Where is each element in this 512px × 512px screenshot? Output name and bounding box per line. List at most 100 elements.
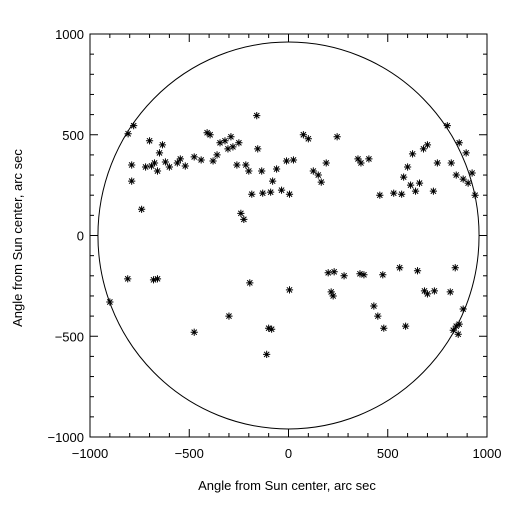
data-point (130, 122, 138, 130)
data-point (254, 145, 262, 153)
data-point (242, 161, 250, 169)
data-point (354, 155, 362, 163)
data-point (327, 288, 335, 296)
data-point (285, 286, 294, 294)
data-point (161, 158, 170, 166)
data-point (141, 163, 150, 171)
x-axis-label: Angle from Sun center, arc sec (198, 478, 376, 493)
data-point (268, 325, 276, 333)
data-point (447, 159, 455, 167)
data-point (430, 287, 438, 295)
data-point (176, 155, 184, 163)
data-point (237, 209, 245, 217)
sun-disk-outline (97, 41, 480, 430)
data-point (324, 269, 332, 277)
data-point (304, 135, 312, 143)
data-point (402, 322, 410, 330)
data-point (357, 159, 365, 167)
data-point (285, 190, 294, 198)
data-point (333, 133, 341, 141)
x-tick-label: 1000 (473, 446, 502, 461)
data-point (376, 191, 384, 199)
data-point (229, 143, 237, 151)
x-axis: −1000 −500 0 500 1000 (72, 34, 502, 461)
data-point (277, 186, 286, 194)
data-point (138, 205, 146, 213)
data-point (216, 139, 224, 147)
data-point (258, 167, 266, 175)
data-point (374, 312, 382, 320)
data-point (446, 288, 454, 296)
data-point (124, 275, 132, 283)
data-point (150, 159, 159, 167)
data-point (429, 187, 438, 195)
data-point (259, 189, 267, 197)
data-point (451, 264, 459, 272)
data-point (390, 189, 398, 197)
data-point (155, 149, 164, 157)
data-point (106, 298, 114, 306)
data-point (360, 271, 368, 279)
data-point (420, 287, 429, 295)
y-tick-label: 0 (77, 229, 84, 244)
data-point (190, 153, 198, 161)
data-point (209, 157, 217, 165)
data-point (203, 129, 211, 137)
data-point (396, 264, 404, 272)
x-tick-label: −500 (175, 446, 204, 461)
data-points (106, 112, 479, 358)
data-point (449, 326, 457, 334)
data-point (365, 155, 373, 163)
data-point (248, 190, 256, 198)
data-point (370, 302, 378, 310)
sun-limb-circle (97, 41, 480, 430)
data-point (263, 350, 271, 358)
data-point (224, 145, 232, 153)
data-point (165, 163, 173, 171)
data-point (462, 149, 470, 157)
data-point (289, 156, 298, 164)
x-tick-label: −1000 (72, 446, 109, 461)
data-point (181, 162, 189, 170)
data-point (415, 179, 424, 187)
data-point (443, 122, 451, 130)
y-tick-label: −1000 (47, 430, 84, 445)
data-point (317, 178, 325, 186)
data-point (253, 112, 261, 120)
y-tick-label: 1000 (55, 27, 84, 42)
data-point (233, 161, 241, 169)
data-point (145, 137, 154, 145)
data-point (411, 187, 420, 195)
data-point (356, 270, 364, 278)
data-point (314, 171, 322, 179)
data-point (452, 322, 460, 330)
data-point (227, 133, 235, 141)
data-point (322, 159, 330, 167)
data-point (282, 157, 291, 165)
data-point (455, 320, 463, 328)
data-point (267, 188, 275, 196)
data-point (413, 267, 422, 275)
data-point (464, 179, 472, 187)
data-point (206, 131, 214, 139)
data-point (380, 324, 388, 332)
data-point (330, 268, 338, 276)
data-point (147, 162, 156, 170)
data-point (225, 312, 233, 320)
data-point (299, 131, 307, 139)
data-point (245, 167, 253, 175)
data-point (235, 139, 243, 147)
data-point (246, 279, 254, 287)
data-point (423, 290, 432, 298)
data-point (454, 330, 462, 338)
data-point (459, 305, 467, 313)
data-point (423, 141, 432, 149)
data-point (468, 169, 476, 177)
data-point (190, 328, 198, 336)
data-point (455, 139, 463, 147)
x-tick-label: 0 (285, 446, 292, 461)
data-point (340, 272, 348, 280)
data-point (158, 141, 167, 149)
